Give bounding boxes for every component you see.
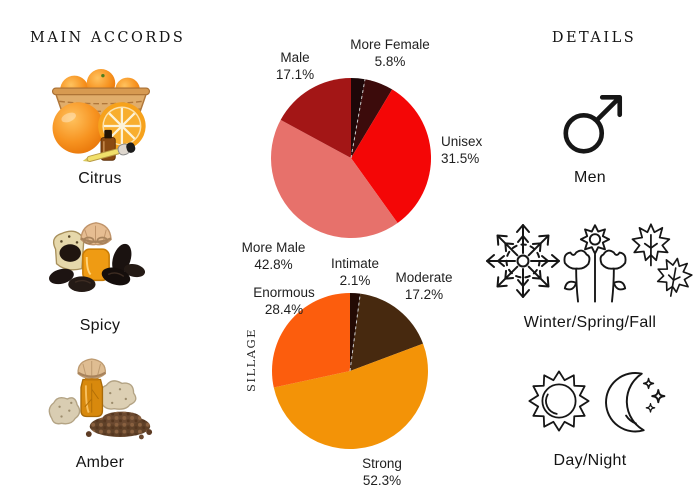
accord-label-spicy: Spicy [79, 317, 121, 334]
sillage-pie-chart [271, 293, 428, 449]
pie-slice-moderate [350, 293, 424, 371]
accord-label-amber: Amber [75, 454, 125, 471]
pie-slice-unisex [351, 89, 432, 224]
pie-dashed-divider [350, 79, 366, 159]
pie-label-enormous: Enormous 28.4% [253, 285, 315, 318]
gender-pie-chart [270, 77, 432, 239]
main-accords-title: MAIN ACCORDS [30, 30, 186, 46]
pie-label-strong: Strong 52.3% [362, 456, 402, 489]
pie-slice-more-female [351, 79, 393, 158]
sun-icon [528, 370, 590, 432]
detail-label-seasons: Winter/Spring/Fall [523, 314, 657, 331]
citrus-accord-image [51, 69, 151, 162]
pie-label-more-male: More Male 42.8% [241, 240, 306, 273]
accord-label-citrus: Citrus [78, 170, 122, 187]
pie-slice-strong [273, 343, 428, 449]
detail-label-men: Men [573, 169, 607, 186]
sillage-axis-label: SILLAGE [244, 327, 258, 393]
pie-dashed-divider [349, 293, 361, 372]
pie-label-male: Male 17.1% [275, 50, 315, 83]
pie-slice-enormous [271, 293, 350, 388]
spicy-accord-image [49, 222, 146, 293]
amber-accord-image [48, 358, 153, 440]
pie-label-intimate: Intimate 2.1% [330, 256, 380, 289]
details-title: DETAILS [551, 30, 637, 46]
maple-leaves-icon [631, 223, 695, 300]
pie-label-unisex: Unisex 31.5% [441, 134, 483, 167]
pie-slice-more-male [270, 119, 398, 239]
moon-stars-icon [605, 372, 666, 433]
detail-label-day-night: Day/Night [553, 452, 627, 469]
pie-slice-male [280, 78, 351, 158]
pie-label-more-female: More Female 5.8% [350, 37, 430, 70]
spring-flowers-icon [563, 224, 627, 303]
snowflake-icon [486, 224, 560, 298]
pie-label-moderate: Moderate 17.2% [395, 270, 453, 303]
mars-icon [563, 94, 623, 154]
